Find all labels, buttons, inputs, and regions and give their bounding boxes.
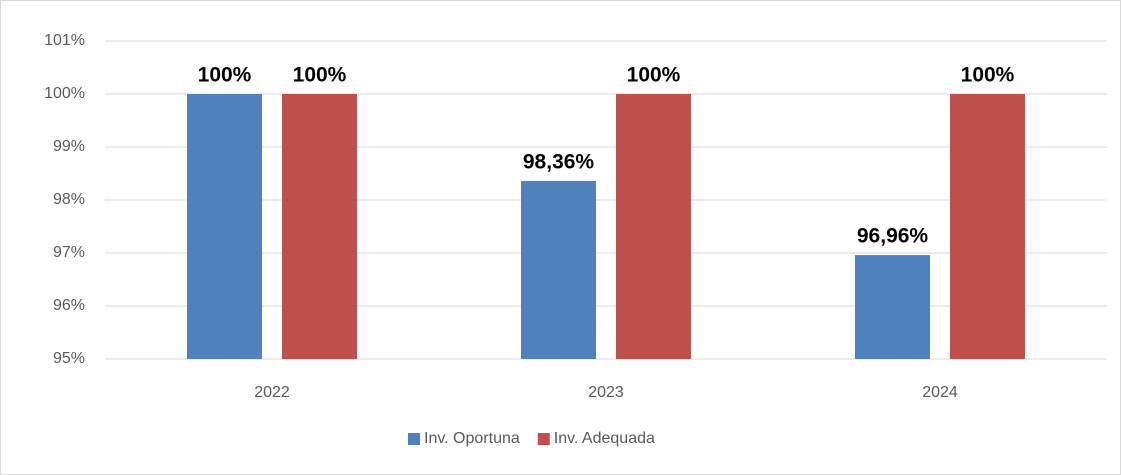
value-label: 100% [961,64,1015,87]
bar [521,180,596,359]
value-label: 98,36% [523,150,595,173]
legend-label: Inv. Oportuna [424,430,520,447]
value-label: 100% [198,64,252,87]
x-tick-label: 2023 [588,384,624,401]
bar [282,94,357,359]
x-tick-label: 2022 [254,384,290,401]
y-tick-label: 96% [53,297,85,314]
value-label: 96,96% [857,225,929,248]
x-tick-label: 2024 [922,384,958,401]
y-tick-label: 99% [53,138,85,155]
y-tick-label: 100% [44,85,85,102]
legend-swatch [537,433,550,445]
bar [855,255,930,359]
bar [950,94,1025,359]
bar [187,94,262,359]
legend-label: Inv. Adequada [554,430,655,447]
y-tick-label: 95% [53,350,85,367]
y-tick-label: 101% [44,32,85,49]
legend-swatch [408,433,420,445]
bar [616,94,691,359]
y-tick-label: 98% [53,191,85,208]
y-tick-label: 97% [53,244,85,261]
value-label: 100% [293,64,347,87]
value-label: 100% [627,64,681,87]
